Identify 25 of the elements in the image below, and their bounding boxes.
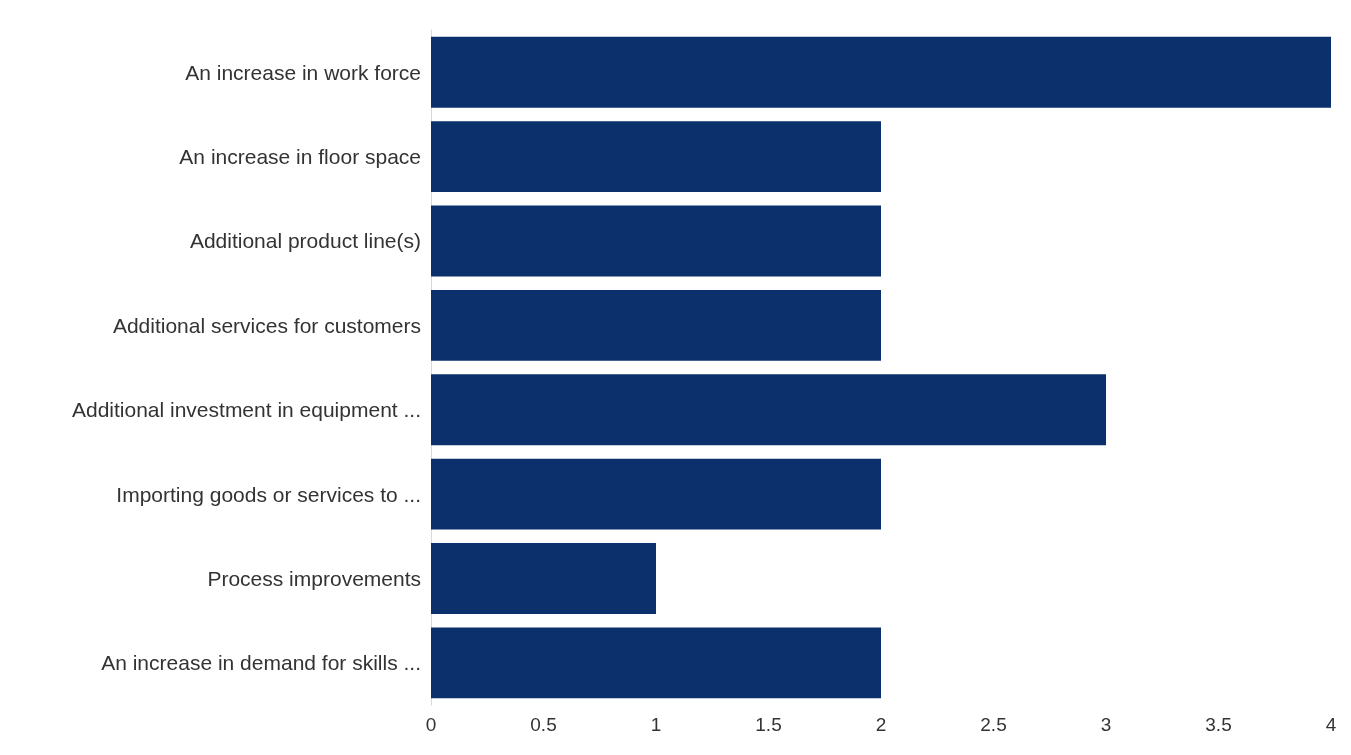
x-tick-label: 4 xyxy=(1325,714,1337,735)
x-tick-label: 3.5 xyxy=(1205,714,1232,735)
bar xyxy=(431,374,1106,446)
x-tick-label: 1 xyxy=(650,714,662,735)
y-tick-label: An increase in work force xyxy=(185,60,421,84)
x-tick-label: 2.5 xyxy=(980,714,1007,735)
y-tick-label: Additional product line(s) xyxy=(189,229,421,253)
y-tick-label: Process improvements xyxy=(207,566,421,590)
y-tick-label: Additional investment in equipment ... xyxy=(71,398,421,422)
bar xyxy=(431,458,881,530)
bar xyxy=(431,289,881,361)
x-tick-label: 0 xyxy=(425,714,437,735)
bar xyxy=(431,543,656,614)
y-tick-label: Importing goods or services to ... xyxy=(116,482,421,506)
bar xyxy=(431,205,881,277)
y-tick-label: Additional services for customers xyxy=(112,313,421,337)
x-tick-label: 1.5 xyxy=(755,714,782,735)
x-tick-label: 2 xyxy=(875,714,887,735)
bar xyxy=(431,121,881,192)
x-tick-label: 0.5 xyxy=(530,714,557,735)
x-tick-label: 3 xyxy=(1100,714,1112,735)
bar xyxy=(431,627,881,699)
y-tick-label: An increase in demand for skills ... xyxy=(101,651,421,675)
bar xyxy=(431,36,1331,108)
y-tick-label: An increase in floor space xyxy=(179,145,421,169)
